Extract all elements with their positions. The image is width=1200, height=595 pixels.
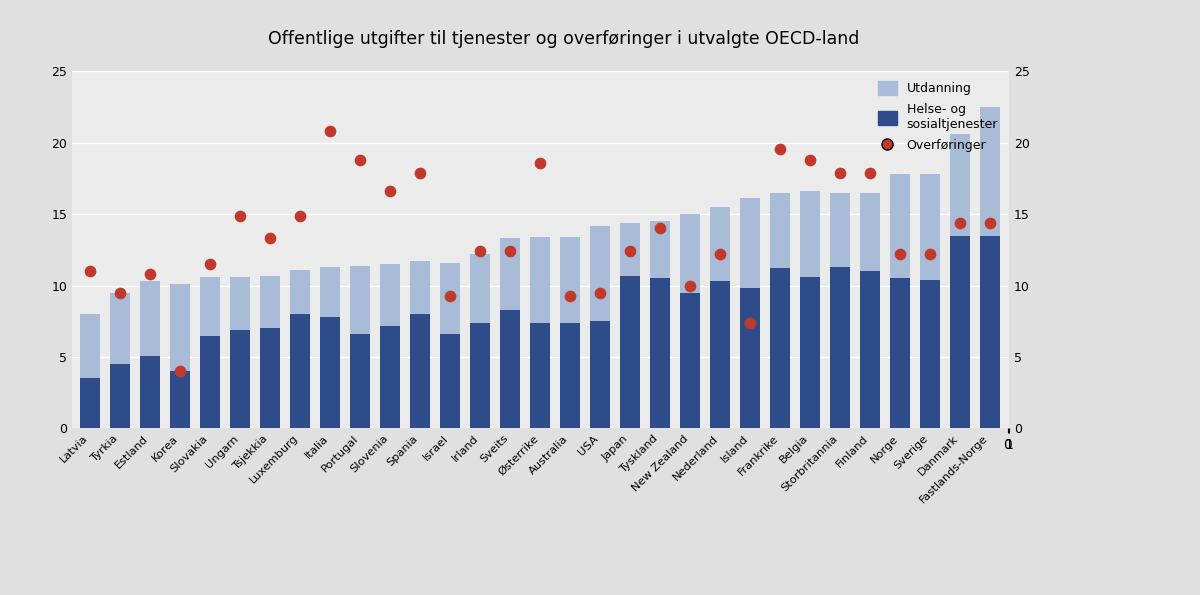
- Point: [650, 224, 670, 233]
- Point: [920, 249, 940, 259]
- Bar: [980, 236, 1000, 428]
- Point: [740, 318, 760, 327]
- Bar: [140, 281, 160, 356]
- Bar: [560, 322, 580, 428]
- Point: [410, 168, 430, 177]
- Bar: [380, 325, 400, 428]
- Point: [980, 218, 1000, 227]
- Bar: [590, 321, 610, 428]
- Bar: [980, 107, 1000, 236]
- Bar: [860, 271, 880, 428]
- Bar: [170, 371, 190, 428]
- Bar: [230, 330, 250, 428]
- Bar: [860, 193, 880, 271]
- Bar: [290, 314, 310, 428]
- Bar: [950, 134, 970, 236]
- Point: [500, 246, 520, 256]
- Bar: [710, 207, 730, 281]
- Point: [110, 288, 130, 298]
- Bar: [500, 239, 520, 310]
- Bar: [770, 193, 790, 268]
- Point: [530, 158, 550, 168]
- Point: [440, 291, 460, 300]
- Point: [890, 249, 910, 259]
- Bar: [500, 310, 520, 428]
- Point: [800, 155, 820, 165]
- Bar: [590, 226, 610, 321]
- Bar: [800, 277, 820, 428]
- Point: [200, 259, 220, 269]
- Bar: [800, 192, 820, 277]
- Bar: [260, 328, 280, 428]
- Bar: [530, 237, 550, 322]
- Bar: [200, 277, 220, 336]
- Text: Offentlige utgifter til tjenester og overføringer i utvalgte OECD-land: Offentlige utgifter til tjenester og ove…: [269, 30, 859, 48]
- Bar: [410, 261, 430, 314]
- Bar: [650, 278, 670, 428]
- Bar: [920, 280, 940, 428]
- Bar: [290, 270, 310, 314]
- Bar: [140, 356, 160, 428]
- Bar: [770, 268, 790, 428]
- Point: [830, 168, 850, 177]
- Point: [680, 281, 700, 290]
- Bar: [170, 284, 190, 371]
- Bar: [830, 267, 850, 428]
- Bar: [650, 221, 670, 278]
- Bar: [890, 174, 910, 278]
- Bar: [470, 322, 490, 428]
- Bar: [740, 289, 760, 428]
- Bar: [950, 236, 970, 428]
- Bar: [320, 267, 340, 317]
- Bar: [740, 199, 760, 289]
- Point: [320, 127, 340, 136]
- Point: [620, 246, 640, 256]
- Bar: [350, 265, 370, 334]
- Bar: [320, 317, 340, 428]
- Point: [590, 288, 610, 298]
- Bar: [560, 237, 580, 322]
- Bar: [890, 278, 910, 428]
- Bar: [530, 322, 550, 428]
- Point: [350, 155, 370, 165]
- Bar: [350, 334, 370, 428]
- Bar: [410, 314, 430, 428]
- Bar: [380, 264, 400, 325]
- Bar: [680, 293, 700, 428]
- Point: [770, 144, 790, 154]
- Point: [170, 367, 190, 376]
- Bar: [620, 223, 640, 275]
- Bar: [470, 254, 490, 322]
- Bar: [710, 281, 730, 428]
- Point: [950, 218, 970, 227]
- Bar: [830, 193, 850, 267]
- Bar: [80, 378, 100, 428]
- Point: [380, 187, 400, 196]
- Point: [560, 291, 580, 300]
- Point: [80, 267, 100, 276]
- Point: [260, 234, 280, 243]
- Legend: Utdanning, Helse- og
sosialtjenester, Overføringer: Utdanning, Helse- og sosialtjenester, Ov…: [874, 78, 1002, 156]
- Point: [710, 249, 730, 259]
- Bar: [110, 293, 130, 364]
- Bar: [110, 364, 130, 428]
- Bar: [440, 334, 460, 428]
- Bar: [620, 275, 640, 428]
- Bar: [80, 314, 100, 378]
- Point: [860, 168, 880, 177]
- Bar: [440, 263, 460, 334]
- Bar: [200, 336, 220, 428]
- Point: [290, 211, 310, 220]
- Bar: [260, 275, 280, 328]
- Point: [230, 211, 250, 220]
- Bar: [230, 277, 250, 330]
- Bar: [680, 214, 700, 293]
- Bar: [920, 174, 940, 280]
- Point: [140, 270, 160, 279]
- Point: [470, 246, 490, 256]
